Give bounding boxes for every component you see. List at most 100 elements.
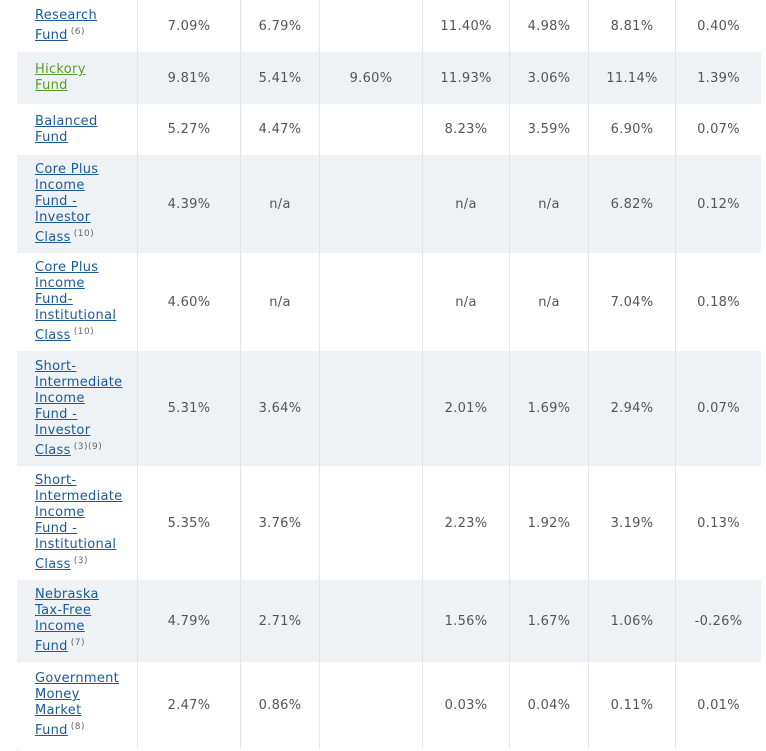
return-cell: 5.31%	[138, 351, 241, 466]
return-cell: 2.23%	[423, 466, 510, 580]
return-cell: 5.35%	[138, 466, 241, 580]
table-row: Nebraska Tax-Free Income Fund (7) 4.79% 2.7…	[17, 580, 761, 662]
footnote-marker: (10)	[73, 229, 95, 239]
fund-name: Balanced Fund	[35, 114, 135, 146]
fund-link[interactable]: Short- Intermediate Income Fund - Instit…	[35, 473, 123, 572]
fund-name: Core Plus Income Fund - Investor Class (1…	[35, 162, 135, 246]
footnote-marker: (8)	[70, 722, 85, 732]
fund-link[interactable]: Short- Intermediate Income Fund - Invest…	[35, 358, 123, 458]
fund-link[interactable]: Hickory Fund	[35, 62, 86, 93]
fund-name-cell: Government Money Market Fund (8)	[17, 662, 138, 748]
return-cell: 0.18%	[697, 294, 740, 310]
return-cell: 11.93%	[423, 52, 510, 104]
fund-performance-table: Research Fund (6) 7.09% 6.79% 11.40% 4.98% 8.8…	[17, 0, 761, 748]
fund-name-cell: Core Plus Income Fund - Investor Class (1…	[17, 155, 138, 253]
return-cell: 4.79%	[138, 580, 241, 662]
table-row: Short- Intermediate Income Fund - Invest…	[17, 351, 761, 466]
return-cell: 9.60%	[320, 52, 423, 104]
fund-name: Government Money Market Fund (8)	[35, 671, 135, 739]
return-cell: 4.39%	[138, 155, 241, 253]
return-cell: 0.04%	[510, 662, 589, 748]
return-cell: 0.86%	[241, 662, 320, 748]
return-cell: 1.39%	[697, 70, 740, 86]
fund-link[interactable]: Research Fund	[35, 8, 98, 43]
fund-link[interactable]: Nebraska Tax-Free Income Fund	[35, 587, 99, 654]
return-cell: n/a	[510, 155, 589, 253]
return-cell: 3.19%	[589, 466, 676, 580]
return-cell: 2.01%	[423, 351, 510, 466]
return-cell: 8.23%	[423, 104, 510, 155]
footnote-marker: (3)	[73, 556, 88, 566]
return-cell: 0.13%	[697, 515, 740, 531]
return-cell: 0.12%	[697, 196, 740, 212]
return-cell	[320, 662, 423, 748]
footnote-marker: (3)(9)	[73, 441, 103, 452]
return-cell: 2.94%	[589, 351, 676, 466]
return-cell: 9.81%	[138, 52, 241, 104]
return-cell: 3.06%	[510, 52, 589, 104]
fund-name: Research Fund (6)	[35, 8, 135, 44]
return-cell: 8.81%	[589, 0, 676, 52]
return-cell	[320, 104, 423, 155]
fund-link[interactable]: Core Plus Income Fund - Investor Class	[35, 162, 99, 245]
return-cell: 0.03%	[423, 662, 510, 748]
return-cell	[320, 253, 423, 351]
fund-name: Short- Intermediate Income Fund - Instit…	[35, 473, 135, 573]
return-cell: 1.92%	[510, 466, 589, 580]
footnote-marker: (7)	[70, 638, 85, 648]
return-cell: 3.64%	[241, 351, 320, 466]
return-cell: 0.11%	[589, 662, 676, 748]
fund-link[interactable]: Government Money Market Fund	[35, 671, 120, 738]
return-cell: 0.07%	[697, 401, 740, 416]
fund-link[interactable]: Balanced Fund	[35, 113, 98, 145]
return-cell: 5.41%	[241, 52, 320, 104]
footnote-marker: (10)	[73, 327, 95, 337]
footnote-marker: (6)	[70, 27, 85, 37]
return-cell: 6.82%	[589, 155, 676, 253]
table-row: Research Fund (6) 7.09% 6.79% 11.40% 4.98% 8.8…	[17, 0, 761, 52]
return-cell: 0.07%	[697, 122, 740, 137]
fund-name-cell: Balanced Fund	[17, 104, 138, 155]
return-cell: n/a	[423, 253, 510, 351]
return-cell	[320, 0, 423, 52]
return-cell: 1.69%	[510, 351, 589, 466]
table-row: Core Plus Income Fund- Institutional Cla…	[17, 253, 761, 351]
fund-name: Nebraska Tax-Free Income Fund (7)	[35, 587, 135, 655]
fund-name: Core Plus Income Fund- Institutional Cla…	[35, 260, 135, 344]
return-cell	[320, 155, 423, 253]
return-cell: n/a	[241, 253, 320, 351]
return-cell: 1.06%	[589, 580, 676, 662]
table-row: Short- Intermediate Income Fund - Instit…	[17, 466, 761, 580]
fund-name-cell: Nebraska Tax-Free Income Fund (7)	[17, 580, 138, 662]
return-cell: 6.90%	[589, 104, 676, 155]
return-cell: 3.76%	[241, 466, 320, 580]
fund-name-cell: Short- Intermediate Income Fund - Invest…	[17, 351, 138, 466]
fund-name-cell: Short- Intermediate Income Fund - Instit…	[17, 466, 138, 580]
return-cell	[320, 580, 423, 662]
return-cell: 3.59%	[510, 104, 589, 155]
return-cell: 0.01%	[697, 697, 740, 713]
return-cell: 4.47%	[241, 104, 320, 155]
return-cell: 7.09%	[138, 0, 241, 52]
return-cell	[320, 466, 423, 580]
return-cell: -0.26%	[694, 613, 743, 629]
return-cell: 11.14%	[589, 52, 676, 104]
return-cell	[320, 351, 423, 466]
return-cell: 4.60%	[138, 253, 241, 351]
return-cell: 11.40%	[423, 0, 510, 52]
return-cell: 2.71%	[241, 580, 320, 662]
return-cell: n/a	[510, 253, 589, 351]
return-cell: 1.67%	[510, 580, 589, 662]
return-cell: 5.27%	[138, 104, 241, 155]
return-cell: n/a	[241, 155, 320, 253]
fund-name-cell: Research Fund (6)	[17, 0, 138, 52]
fund-name-cell: Core Plus Income Fund- Institutional Cla…	[17, 253, 138, 351]
table-row: Hickory Fund 9.81% 5.41% 9.60% 11.93% 3.06% 11…	[17, 52, 761, 104]
return-cell: 2.47%	[138, 662, 241, 748]
fund-name: Hickory Fund	[35, 62, 135, 94]
table-row: Balanced Fund 5.27% 4.47% 8.23% 3.59% 6.90% 0.…	[17, 104, 761, 155]
fund-link[interactable]: Core Plus Income Fund- Institutional Cla…	[35, 260, 117, 343]
table-row: Government Money Market Fund (8) 2.47% 0.86…	[17, 662, 761, 748]
fund-name-cell: Hickory Fund	[17, 52, 138, 104]
return-cell: 1.56%	[423, 580, 510, 662]
